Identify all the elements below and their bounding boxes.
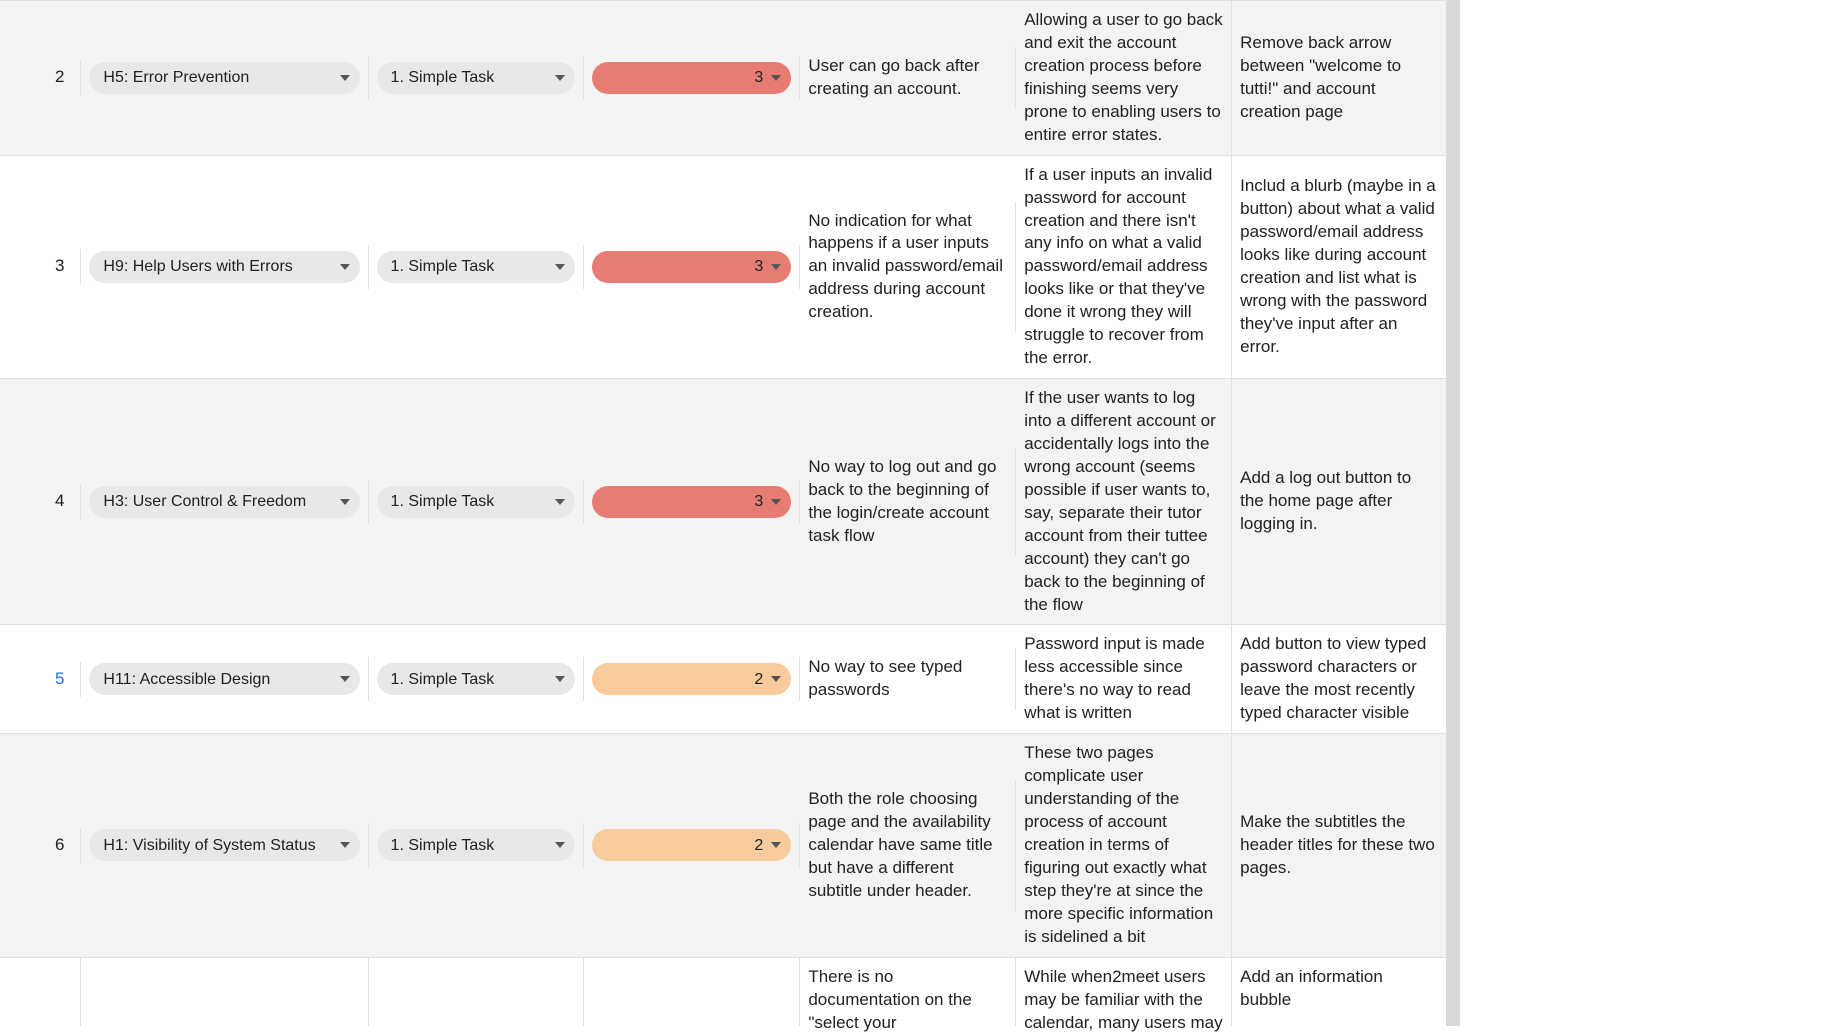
chevron-down-icon <box>340 842 350 848</box>
severity-cell <box>584 958 800 1026</box>
impact-cell: If the user wants to log into a differen… <box>1016 379 1232 624</box>
task-cell: 1. Simple Task <box>369 56 585 100</box>
heuristic-cell <box>81 958 368 1026</box>
severity-pill[interactable]: 3 <box>592 486 791 518</box>
task-cell: 1. Simple Task <box>369 245 585 289</box>
table-row: 4 H3: User Control & Freedom 1. Simple T… <box>0 379 1446 625</box>
table-row: 2 H5: Error Prevention 1. Simple Task 3 … <box>0 1 1446 156</box>
heuristic-cell: H11: Accessible Design <box>81 657 368 701</box>
recommendation-cell: Includ a blurb (maybe in a button) about… <box>1232 167 1446 367</box>
severity-cell: 2 <box>584 657 800 701</box>
chevron-down-icon <box>771 499 781 505</box>
task-cell: 1. Simple Task <box>369 823 585 867</box>
chevron-down-icon <box>555 264 565 270</box>
description-cell: No indication for what happens if a user… <box>800 202 1016 333</box>
description-cell: No way to log out and go back to the beg… <box>800 448 1016 556</box>
severity-value: 3 <box>754 256 763 278</box>
heuristic-dropdown[interactable]: H9: Help Users with Errors <box>89 251 359 283</box>
severity-cell: 3 <box>584 480 800 524</box>
task-dropdown[interactable]: 1. Simple Task <box>377 829 576 861</box>
description-cell: Both the role choosing page and the avai… <box>800 780 1016 911</box>
impact-cell: These two pages complicate user understa… <box>1016 734 1232 956</box>
heuristic-dropdown[interactable]: H1: Visibility of System Status <box>89 829 359 861</box>
recommendation-cell: Remove back arrow between "welcome to tu… <box>1232 24 1446 132</box>
severity-pill[interactable]: 3 <box>592 62 791 94</box>
heuristic-cell: H1: Visibility of System Status <box>81 823 368 867</box>
row-number: 6 <box>0 828 81 863</box>
row-number <box>0 958 81 1026</box>
heuristic-dropdown-label: H9: Help Users with Errors <box>103 256 333 278</box>
heuristic-dropdown-label: H5: Error Prevention <box>103 67 333 89</box>
table-row: 5 H11: Accessible Design 1. Simple Task … <box>0 625 1446 734</box>
chevron-down-icon <box>771 676 781 682</box>
table-row: 6 H1: Visibility of System Status 1. Sim… <box>0 734 1446 957</box>
task-cell <box>369 958 585 1026</box>
chevron-down-icon <box>555 842 565 848</box>
task-dropdown-label: 1. Simple Task <box>391 491 550 513</box>
severity-value: 3 <box>754 491 763 513</box>
severity-cell: 2 <box>584 823 800 867</box>
recommendation-cell: Add button to view typed password charac… <box>1232 625 1446 733</box>
heuristic-cell: H9: Help Users with Errors <box>81 245 368 289</box>
table-row-partial: There is no documentation on the "select… <box>0 958 1446 1026</box>
row-number: 3 <box>0 249 81 284</box>
chevron-down-icon <box>340 499 350 505</box>
chevron-down-icon <box>771 842 781 848</box>
severity-cell: 3 <box>584 245 800 289</box>
chevron-down-icon <box>771 75 781 81</box>
severity-cell: 3 <box>584 56 800 100</box>
heuristic-dropdown-label: H3: User Control & Freedom <box>103 491 333 513</box>
task-dropdown[interactable]: 1. Simple Task <box>377 663 576 695</box>
impact-cell: If a user inputs an invalid password for… <box>1016 156 1232 378</box>
heuristic-dropdown[interactable]: H3: User Control & Freedom <box>89 486 359 518</box>
chevron-down-icon <box>771 264 781 270</box>
task-dropdown-label: 1. Simple Task <box>391 669 550 691</box>
spreadsheet-grid: 2 H5: Error Prevention 1. Simple Task 3 … <box>0 0 1460 1026</box>
chevron-down-icon <box>340 75 350 81</box>
severity-value: 2 <box>754 835 763 857</box>
task-dropdown[interactable]: 1. Simple Task <box>377 486 576 518</box>
severity-value: 2 <box>754 669 763 691</box>
description-cell: No way to see typed passwords <box>800 648 1016 710</box>
table-row: 3 H9: Help Users with Errors 1. Simple T… <box>0 156 1446 379</box>
chevron-down-icon <box>340 676 350 682</box>
impact-cell: Allowing a user to go back and exit the … <box>1016 1 1232 155</box>
heuristic-dropdown-label: H11: Accessible Design <box>103 669 333 691</box>
chevron-down-icon <box>555 75 565 81</box>
row-number: 5 <box>0 662 81 697</box>
severity-pill[interactable]: 2 <box>592 829 791 861</box>
impact-cell: Password input is made less accessible s… <box>1016 625 1232 733</box>
heuristic-dropdown-label: H1: Visibility of System Status <box>103 835 333 857</box>
row-number: 2 <box>0 60 81 95</box>
description-cell: User can go back after creating an accou… <box>800 47 1016 109</box>
task-dropdown-label: 1. Simple Task <box>391 256 550 278</box>
severity-pill[interactable]: 2 <box>592 663 791 695</box>
task-dropdown[interactable]: 1. Simple Task <box>377 251 576 283</box>
recommendation-cell: Add an information bubble <box>1232 958 1446 1026</box>
chevron-down-icon <box>555 499 565 505</box>
severity-pill[interactable]: 3 <box>592 251 791 283</box>
heuristic-dropdown[interactable]: H11: Accessible Design <box>89 663 359 695</box>
task-dropdown-label: 1. Simple Task <box>391 67 550 89</box>
chevron-down-icon <box>340 264 350 270</box>
heuristic-cell: H3: User Control & Freedom <box>81 480 368 524</box>
task-dropdown[interactable]: 1. Simple Task <box>377 62 576 94</box>
recommendation-cell: Add a log out button to the home page af… <box>1232 459 1446 544</box>
chevron-down-icon <box>555 676 565 682</box>
heuristic-dropdown[interactable]: H5: Error Prevention <box>89 62 359 94</box>
task-dropdown-label: 1. Simple Task <box>391 835 550 857</box>
task-cell: 1. Simple Task <box>369 480 585 524</box>
row-number: 4 <box>0 484 81 519</box>
recommendation-cell: Make the subtitles the header titles for… <box>1232 803 1446 888</box>
severity-value: 3 <box>754 67 763 89</box>
impact-cell: While when2meet users may be familiar wi… <box>1016 958 1232 1026</box>
description-cell: There is no documentation on the "select… <box>800 958 1016 1026</box>
heuristic-cell: H5: Error Prevention <box>81 56 368 100</box>
task-cell: 1. Simple Task <box>369 657 585 701</box>
